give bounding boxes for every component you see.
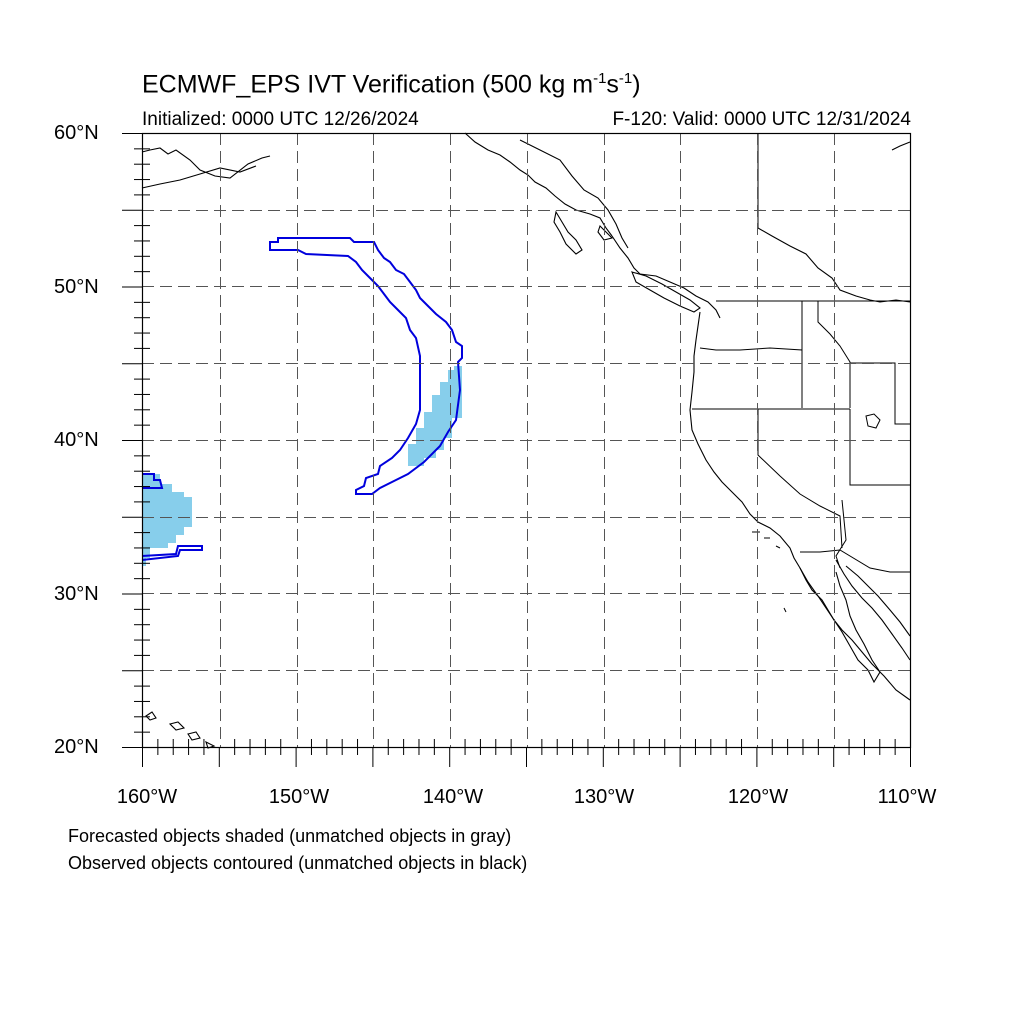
axis-ticks <box>122 133 911 767</box>
valid-time-label: F-120: Valid: 0000 UTC 12/31/2024 <box>612 109 911 130</box>
baja-peninsula <box>799 567 881 684</box>
hawaii-islands <box>145 711 216 749</box>
nevada-utah-border <box>849 409 910 486</box>
left-axis-ticks <box>122 133 150 748</box>
lat-label-20n: 20°N <box>54 736 99 758</box>
california-nevada-border <box>757 409 843 549</box>
lon-label-130w: 130°W <box>573 786 635 808</box>
bottom-axis-ticks <box>142 739 911 767</box>
us-west-coast <box>689 311 911 701</box>
montana-wyoming-border <box>850 362 910 425</box>
forecast-object-west <box>142 474 192 566</box>
lat-label-40n: 40°N <box>54 429 99 451</box>
observed-contour-west <box>142 473 164 489</box>
utah-lake <box>865 413 881 429</box>
observed-objects <box>141 237 463 561</box>
lon-label-110w: 110°W <box>877 786 937 808</box>
northwest-canada-coast <box>757 141 911 303</box>
forecast-objects <box>142 366 462 566</box>
vancouver-island <box>631 271 701 313</box>
arizona-border <box>835 499 847 569</box>
us-mexico-border <box>800 549 910 573</box>
channel-islands <box>752 531 787 613</box>
lon-label-160w: 160°W <box>116 786 178 808</box>
alaska-panhandle <box>519 139 629 249</box>
map-title: ECMWF_EPS IVT Verification (500 kg m-1s-… <box>142 70 641 99</box>
idaho-border <box>801 301 851 408</box>
observed-contour-west-lower <box>141 545 203 561</box>
lon-label-150w: 150°W <box>268 786 330 808</box>
lat-label-50n: 50°N <box>54 276 99 298</box>
lon-label-140w: 140°W <box>422 786 484 808</box>
alaska-coast <box>464 132 613 237</box>
lat-label-30n: 30°N <box>54 583 99 605</box>
washington-oregon-border <box>699 347 803 408</box>
bc-islands <box>553 210 614 255</box>
init-time-label: Initialized: 0000 UTC 12/26/2024 <box>142 109 419 130</box>
political-borders <box>692 133 910 613</box>
map-grid <box>142 133 910 747</box>
coastlines <box>141 132 911 749</box>
observed-contour-central <box>269 237 463 495</box>
lon-label-120w: 120°W <box>727 786 789 808</box>
gulf-of-california <box>835 559 911 661</box>
lat-label-60n: 60°N <box>54 122 99 144</box>
bc-coast <box>611 235 721 319</box>
mexico-mainland <box>845 565 911 637</box>
footnote-forecast: Forecasted objects shaded (unmatched obj… <box>68 826 512 846</box>
footnote-observed: Observed objects contoured (unmatched ob… <box>68 853 528 873</box>
aleutian-fragment <box>141 147 271 189</box>
